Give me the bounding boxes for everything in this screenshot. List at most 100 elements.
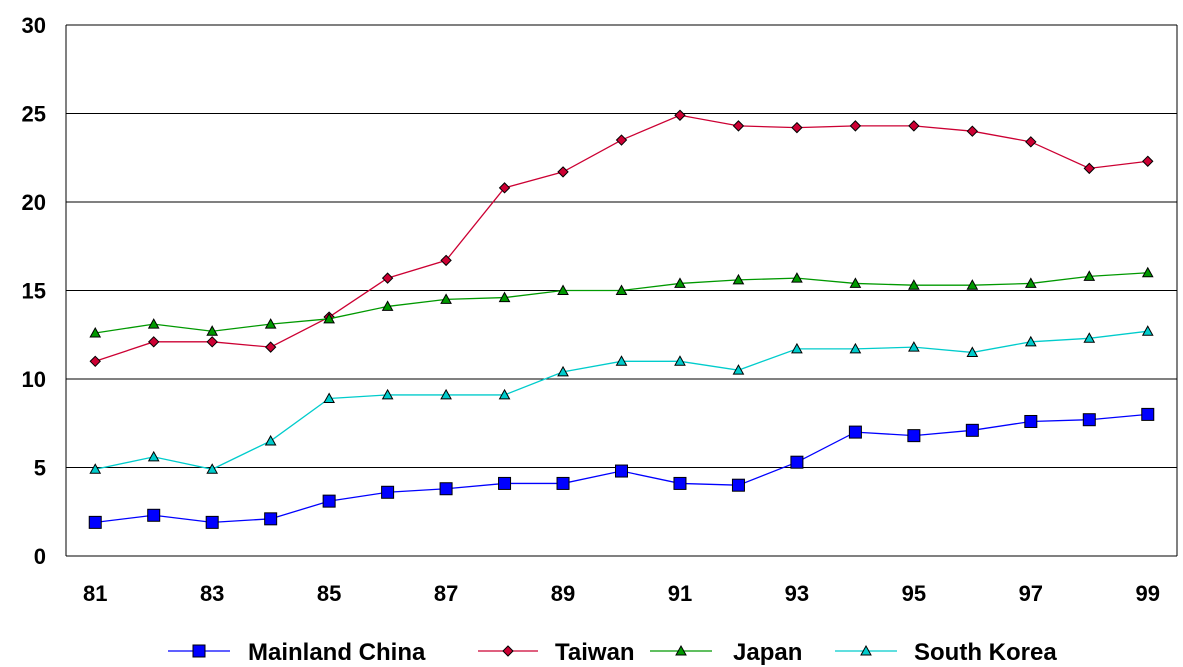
data-point-south-korea-83: [206, 463, 219, 474]
data-point-south-korea-86: [381, 388, 394, 400]
legend-marker-japan: [675, 644, 687, 656]
data-point-japan-87: [440, 293, 452, 304]
x-axis-ticks: 81 83 85 87 89 91 93 95 97 99: [83, 581, 1160, 606]
data-point-japan-90: [615, 284, 628, 295]
data-point-taiwan-93: [791, 121, 803, 134]
x-tick-label-81: 81: [83, 581, 107, 606]
data-point-mainland-china-99: [1141, 407, 1155, 421]
data-point-south-korea-93: [791, 342, 803, 354]
legend-label-japan: Japan: [733, 639, 802, 666]
y-tick-label-30: 30: [22, 13, 46, 38]
data-point-mainland-china-83: [205, 515, 219, 529]
x-tick-label-91: 91: [668, 581, 692, 606]
series-south-korea: [89, 325, 1154, 474]
x-tick-label-93: 93: [785, 581, 809, 606]
x-tick-label-83: 83: [200, 581, 224, 606]
y-tick-label-10: 10: [22, 367, 46, 392]
y-tick-label-0: 0: [34, 544, 46, 569]
data-point-south-korea-82: [147, 450, 160, 462]
gridlines: [66, 24, 1177, 468]
data-point-mainland-china-96: [965, 423, 979, 437]
data-point-taiwan-87: [440, 254, 452, 267]
x-tick-label-97: 97: [1019, 581, 1043, 606]
data-point-taiwan-81: [89, 355, 101, 368]
data-point-japan-83: [206, 325, 219, 336]
data-point-japan-97: [1024, 277, 1037, 288]
legend-label-taiwan: Taiwan: [555, 639, 635, 666]
data-point-mainland-china-94: [848, 425, 862, 439]
data-point-south-korea-90: [615, 355, 628, 366]
data-point-south-korea-91: [674, 355, 686, 366]
data-point-japan-86: [381, 300, 394, 311]
data-point-taiwan-89: [557, 166, 569, 178]
data-point-japan-96: [966, 279, 979, 290]
legend-label-mainland-china: Mainland China: [248, 639, 426, 666]
data-point-south-korea-84: [264, 434, 277, 446]
data-point-south-korea-87: [440, 388, 452, 400]
data-point-south-korea-96: [966, 346, 979, 357]
data-point-taiwan-82: [148, 336, 160, 348]
data-point-taiwan-99: [1142, 155, 1154, 167]
data-point-japan-99: [1141, 266, 1154, 278]
data-point-japan-95: [908, 279, 920, 290]
data-point-mainland-china-89: [556, 476, 570, 490]
data-point-japan-93: [791, 272, 803, 283]
x-tick-label-87: 87: [434, 581, 458, 606]
legend-item-south-korea: South Korea: [835, 639, 1057, 666]
data-point-taiwan-84: [264, 341, 277, 353]
data-point-taiwan-86: [381, 272, 394, 284]
data-point-south-korea-81: [89, 463, 102, 474]
legend: Mainland China Taiwan Japan South Korea: [168, 639, 1057, 666]
x-tick-label-95: 95: [902, 581, 926, 606]
data-point-mainland-china-86: [381, 485, 395, 499]
data-point-japan-92: [732, 273, 745, 285]
data-point-mainland-china-88: [498, 476, 512, 490]
data-point-japan-89: [557, 284, 569, 295]
data-point-mainland-china-85: [322, 494, 336, 508]
legend-marker-mainland-china: [192, 644, 206, 658]
data-point-south-korea-94: [849, 342, 862, 354]
data-point-taiwan-94: [849, 120, 862, 132]
data-point-japan-84: [264, 318, 277, 329]
data-point-south-korea-95: [908, 341, 920, 352]
data-point-mainland-china-82: [147, 508, 161, 522]
data-point-south-korea-88: [498, 388, 511, 400]
y-tick-label-15: 15: [22, 279, 46, 304]
data-point-mainland-china-98: [1082, 413, 1096, 427]
x-tick-label-85: 85: [317, 581, 341, 606]
y-tick-label-20: 20: [22, 190, 46, 215]
x-tick-label-89: 89: [551, 581, 575, 606]
data-point-japan-91: [674, 277, 686, 288]
data-point-mainland-china-84: [264, 512, 278, 526]
legend-label-south-korea: South Korea: [914, 639, 1057, 666]
data-point-japan-81: [89, 326, 102, 338]
x-tick-label-99: 99: [1136, 581, 1160, 606]
data-point-mainland-china-95: [907, 429, 921, 443]
series-line-south-korea: [95, 330, 1148, 470]
data-point-south-korea-89: [557, 365, 569, 377]
data-point-south-korea-99: [1141, 325, 1154, 336]
data-point-mainland-china-90: [615, 464, 628, 478]
data-point-mainland-china-97: [1024, 414, 1038, 428]
legend-item-mainland-china: Mainland China: [168, 639, 426, 666]
data-point-taiwan-98: [1083, 162, 1095, 175]
series-group: [88, 109, 1155, 529]
data-point-taiwan-88: [498, 182, 511, 194]
data-point-taiwan-91: [674, 109, 686, 121]
data-point-south-korea-92: [732, 364, 745, 375]
data-point-mainland-china-93: [790, 455, 804, 469]
data-point-japan-82: [147, 318, 160, 329]
data-point-mainland-china-87: [439, 482, 453, 496]
data-point-taiwan-97: [1025, 136, 1037, 148]
y-axis-ticks: 0 5 10 15 20 25 30: [22, 13, 46, 569]
data-point-taiwan-83: [206, 336, 218, 348]
data-point-mainland-china-91: [673, 476, 687, 490]
data-point-japan-85: [323, 312, 335, 324]
series-taiwan: [89, 109, 1154, 368]
data-point-south-korea-98: [1083, 332, 1096, 343]
series-line-taiwan: [95, 114, 1148, 362]
legend-item-taiwan: Taiwan: [478, 639, 635, 666]
data-point-mainland-china-92: [731, 478, 745, 492]
